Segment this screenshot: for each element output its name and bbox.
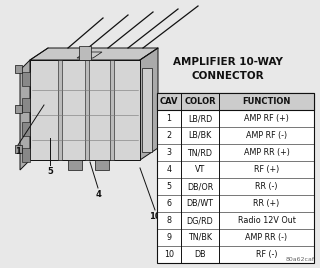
- Text: 10: 10: [164, 250, 174, 259]
- Text: RR (+): RR (+): [253, 199, 280, 208]
- Text: 5: 5: [166, 182, 172, 191]
- Bar: [95, 160, 109, 170]
- Polygon shape: [77, 52, 102, 58]
- Text: FUNCTION: FUNCTION: [242, 97, 291, 106]
- Text: RR (-): RR (-): [255, 182, 278, 191]
- Text: COLOR: COLOR: [184, 97, 216, 106]
- Polygon shape: [15, 145, 22, 153]
- Text: LB/RD: LB/RD: [188, 114, 212, 123]
- Bar: [58, 60, 62, 160]
- Text: AMP RR (-): AMP RR (-): [245, 233, 288, 242]
- Polygon shape: [15, 105, 22, 113]
- Polygon shape: [30, 48, 158, 60]
- Text: CONNECTOR: CONNECTOR: [192, 71, 264, 81]
- Polygon shape: [140, 48, 158, 160]
- Bar: [22, 98, 30, 112]
- Text: DG/RD: DG/RD: [187, 216, 213, 225]
- Text: AMP RR (+): AMP RR (+): [244, 148, 289, 157]
- Bar: [79, 46, 91, 60]
- Bar: [85, 60, 89, 160]
- Bar: [142, 68, 152, 152]
- Text: 6: 6: [166, 199, 172, 208]
- Text: RF (-): RF (-): [256, 250, 277, 259]
- Text: 1: 1: [166, 114, 172, 123]
- Bar: [30, 60, 140, 160]
- Text: AMPLIFIER 10-WAY: AMPLIFIER 10-WAY: [173, 57, 283, 67]
- Bar: [22, 72, 30, 86]
- Bar: [22, 122, 30, 136]
- Text: 80a62caf: 80a62caf: [286, 257, 315, 262]
- Text: CAV: CAV: [160, 97, 178, 106]
- Bar: [157, 93, 314, 110]
- Text: 10: 10: [149, 212, 161, 221]
- Text: LB/BK: LB/BK: [188, 131, 212, 140]
- Polygon shape: [15, 65, 22, 73]
- Text: DB/WT: DB/WT: [187, 199, 213, 208]
- Bar: [157, 93, 314, 263]
- Text: Radio 12V Out: Radio 12V Out: [237, 216, 295, 225]
- Text: 4: 4: [166, 165, 172, 174]
- Text: VT: VT: [195, 165, 205, 174]
- Text: AMP RF (-): AMP RF (-): [246, 131, 287, 140]
- Bar: [110, 60, 114, 160]
- Text: AMP RF (+): AMP RF (+): [244, 114, 289, 123]
- Text: 5: 5: [47, 167, 53, 176]
- Text: DB: DB: [194, 250, 206, 259]
- Polygon shape: [20, 60, 30, 170]
- Text: TN/RD: TN/RD: [188, 148, 212, 157]
- Text: DB/OR: DB/OR: [187, 182, 213, 191]
- Text: TN/BK: TN/BK: [188, 233, 212, 242]
- Text: 1: 1: [15, 147, 21, 156]
- Text: 9: 9: [166, 233, 172, 242]
- Text: 8: 8: [166, 216, 172, 225]
- Bar: [68, 160, 82, 170]
- Text: 4: 4: [95, 190, 101, 199]
- Text: 3: 3: [166, 148, 172, 157]
- Text: 2: 2: [166, 131, 172, 140]
- Text: RF (+): RF (+): [254, 165, 279, 174]
- Bar: [22, 148, 30, 162]
